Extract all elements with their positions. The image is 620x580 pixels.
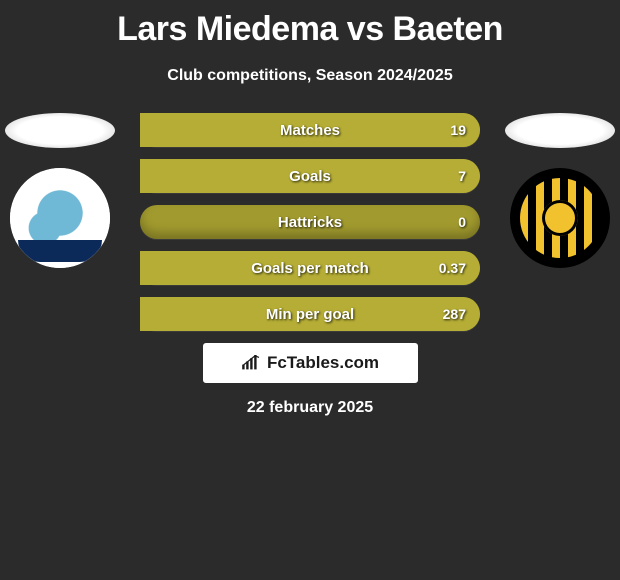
- stat-value-right: 7: [458, 159, 466, 193]
- stat-label: Matches: [140, 113, 480, 147]
- stat-row: Goals 7: [140, 159, 480, 193]
- stat-row: Hattricks 0: [140, 205, 480, 239]
- comparison-panel: Matches 19 Goals 7 Hattricks 0 Goals per…: [0, 113, 620, 417]
- player-left-photo: [5, 113, 115, 148]
- page-title: Lars Miedema vs Baeten: [0, 0, 620, 49]
- date-label: 22 february 2025: [0, 399, 620, 417]
- player-right-column: [500, 113, 620, 268]
- site-badge: FcTables.com: [203, 343, 418, 383]
- player-left-column: [0, 113, 120, 268]
- club-badge-left: [10, 168, 110, 268]
- stat-label: Min per goal: [140, 297, 480, 331]
- club-badge-right: [510, 168, 610, 268]
- page-subtitle: Club competitions, Season 2024/2025: [0, 67, 620, 85]
- stat-label: Goals: [140, 159, 480, 193]
- site-label: FcTables.com: [267, 353, 379, 373]
- stat-label: Goals per match: [140, 251, 480, 285]
- stat-value-right: 0: [458, 205, 466, 239]
- player-right-photo: [505, 113, 615, 148]
- stat-row: Min per goal 287: [140, 297, 480, 331]
- stat-value-right: 19: [450, 113, 466, 147]
- stat-label: Hattricks: [140, 205, 480, 239]
- stat-row: Goals per match 0.37: [140, 251, 480, 285]
- stat-value-right: 287: [443, 297, 466, 331]
- stat-value-right: 0.37: [439, 251, 466, 285]
- bar-chart-icon: [241, 355, 261, 371]
- stats-list: Matches 19 Goals 7 Hattricks 0 Goals per…: [140, 113, 480, 331]
- stat-row: Matches 19: [140, 113, 480, 147]
